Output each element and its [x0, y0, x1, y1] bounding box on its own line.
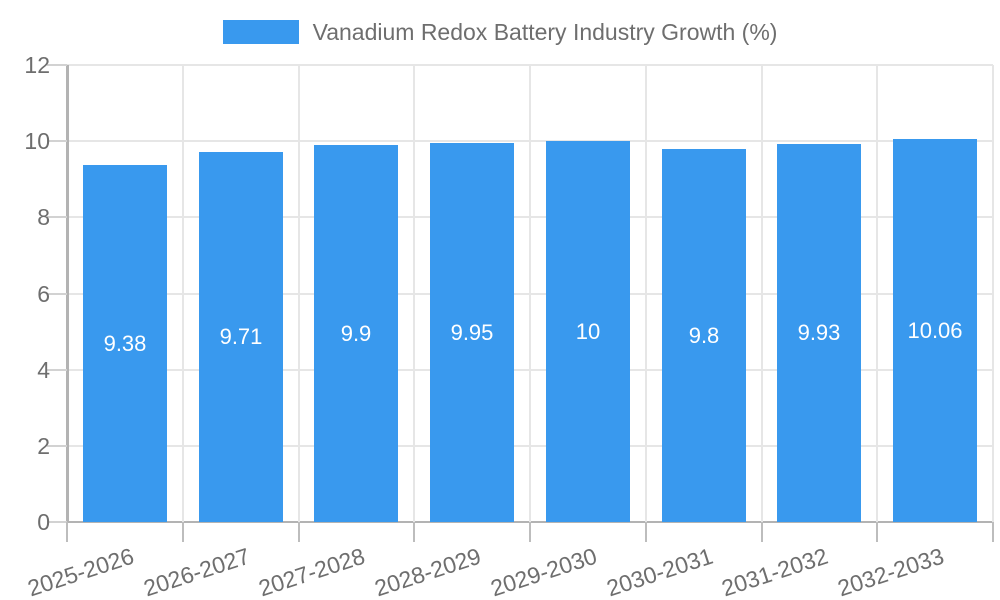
x-axis-tick — [529, 522, 531, 542]
x-gridline — [876, 65, 878, 522]
x-axis-tick — [992, 522, 994, 542]
x-gridline — [992, 65, 994, 522]
x-axis-tick-label: 2031-2032 — [718, 542, 832, 600]
bar-2026-2027[interactable]: 9.71 — [199, 152, 283, 522]
y-axis-tick-label: 12 — [24, 52, 50, 78]
y-axis-tick-label: 2 — [37, 433, 50, 459]
y-axis-tick — [47, 521, 67, 523]
x-axis-tick-label: 2032-2033 — [834, 542, 948, 600]
bar-value-label: 9.8 — [688, 322, 720, 348]
x-axis-tick-label: 2030-2031 — [602, 542, 716, 600]
bar-2032-2033[interactable]: 10.06 — [893, 139, 977, 522]
x-axis-tick — [876, 522, 878, 542]
x-gridline — [529, 65, 531, 522]
x-gridline — [182, 65, 184, 522]
bar-value-label: 9.9 — [340, 320, 372, 346]
y-axis-tick — [47, 293, 67, 295]
legend-swatch — [222, 20, 299, 44]
bar-2027-2028[interactable]: 9.9 — [314, 145, 398, 522]
bar-value-label: 9.95 — [450, 319, 494, 345]
y-axis-tick — [47, 445, 67, 447]
bar-2028-2029[interactable]: 9.95 — [430, 143, 514, 522]
y-axis-tick-label: 10 — [24, 128, 50, 154]
bar-2031-2032[interactable]: 9.93 — [777, 144, 861, 522]
y-axis-tick — [47, 64, 67, 66]
x-axis-tick — [298, 522, 300, 542]
legend-item[interactable]: Vanadium Redox Battery Industry Growth (… — [222, 18, 778, 46]
y-axis-tick-label: 8 — [37, 204, 50, 230]
y-axis-tick — [47, 369, 67, 371]
bar-2029-2030[interactable]: 10 — [546, 141, 630, 522]
x-axis-tick — [645, 522, 647, 542]
legend-label: Vanadium Redox Battery Industry Growth (… — [312, 19, 778, 45]
x-gridline — [413, 65, 415, 522]
y-axis-tick-label: 0 — [37, 509, 50, 535]
bar-2030-2031[interactable]: 9.8 — [662, 149, 746, 522]
y-axis-tick-label: 6 — [37, 281, 50, 307]
bar-value-label: 10.06 — [907, 317, 963, 343]
y-axis-line — [66, 65, 69, 522]
x-axis-tick-label: 2028-2029 — [371, 542, 485, 600]
x-axis-tick — [182, 522, 184, 542]
bar-value-label: 10 — [575, 318, 601, 344]
legend: Vanadium Redox Battery Industry Growth (… — [0, 18, 1000, 46]
x-axis-tick — [761, 522, 763, 542]
x-axis-tick — [413, 522, 415, 542]
x-axis-tick-label: 2025-2026 — [24, 542, 137, 600]
bar-value-label: 9.38 — [103, 330, 147, 356]
y-axis-tick — [47, 140, 67, 142]
x-axis-tick-label: 2027-2028 — [255, 542, 369, 600]
x-gridline — [761, 65, 763, 522]
bar-value-label: 9.71 — [219, 324, 263, 349]
x-axis-tick — [66, 522, 68, 542]
bar-value-label: 9.93 — [797, 320, 841, 345]
y-axis-tick — [47, 216, 67, 218]
x-gridline — [645, 65, 647, 522]
x-axis-tick-label: 2029-2030 — [487, 542, 600, 600]
x-gridline — [298, 65, 300, 522]
x-axis-tick-label: 2026-2027 — [139, 542, 253, 600]
y-axis-tick-label: 4 — [37, 357, 50, 383]
bar-2025-2026[interactable]: 9.38 — [83, 165, 167, 522]
